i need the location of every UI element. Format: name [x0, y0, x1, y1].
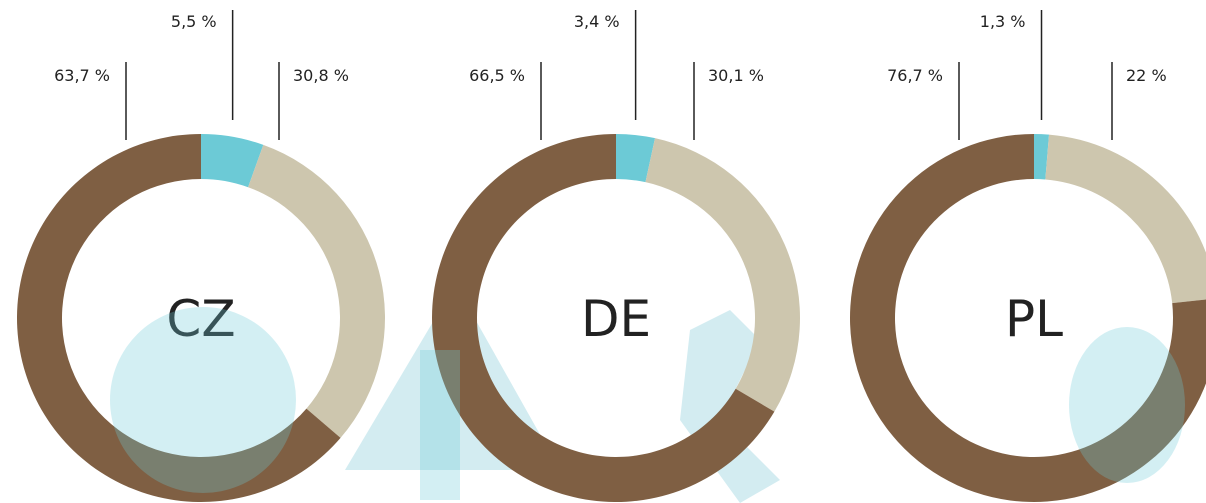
donut-segment: [616, 134, 656, 183]
watermark-shape: [680, 310, 780, 503]
watermark-shape: [1069, 327, 1185, 483]
watermark-shape: [110, 307, 296, 493]
value-label: 22 %: [1126, 66, 1167, 85]
watermark-shape: [420, 350, 460, 500]
center-label: DE: [581, 290, 651, 348]
donut-segment: [645, 138, 800, 412]
value-label: 1,3 %: [980, 12, 1026, 31]
value-label: 63,7 %: [54, 66, 110, 85]
donut-segment: [17, 134, 341, 502]
center-label: PL: [1005, 290, 1063, 348]
donut-segment: [1045, 134, 1206, 304]
value-label: 30,8 %: [293, 66, 349, 85]
value-label: 66,5 %: [469, 66, 525, 85]
value-label: 3,4 %: [574, 12, 620, 31]
donut-segment: [201, 134, 264, 188]
value-label: 76,7 %: [887, 66, 943, 85]
value-label: 5,5 %: [171, 12, 217, 31]
watermark-front: [110, 307, 1185, 500]
donut-segment: [248, 144, 386, 438]
donut-segment: [1034, 134, 1050, 180]
center-label: CZ: [166, 290, 235, 348]
value-label: 30,1 %: [708, 66, 764, 85]
